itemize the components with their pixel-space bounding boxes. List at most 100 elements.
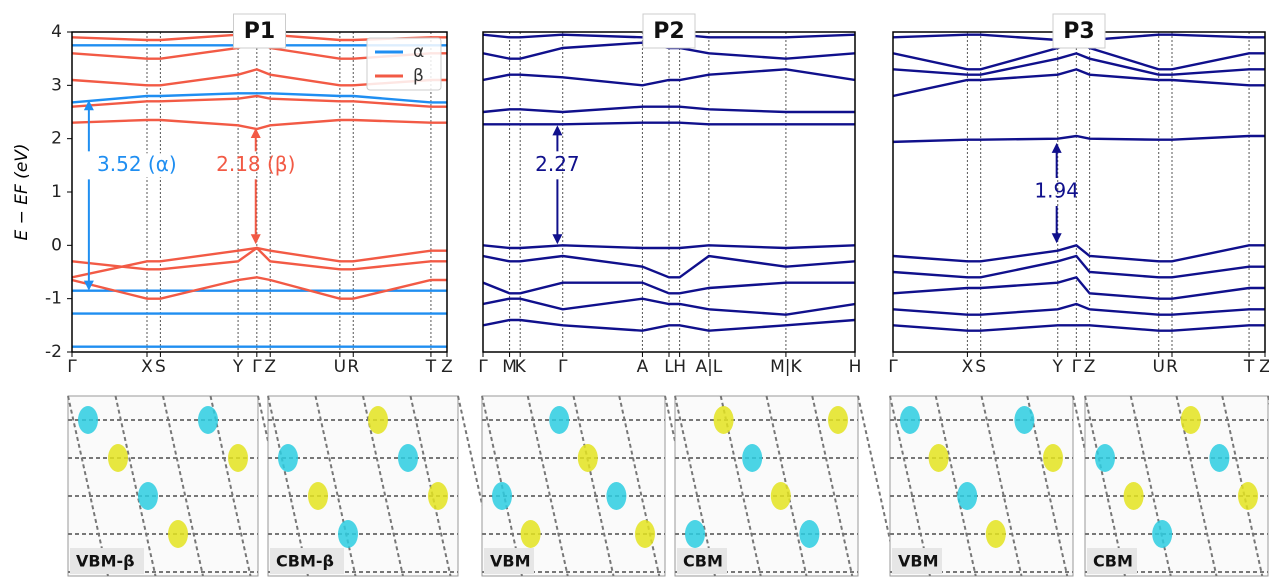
y-tick-label: 4 <box>51 22 62 42</box>
orbital-lobe <box>398 444 418 472</box>
arrow-head <box>552 234 563 245</box>
bond <box>267 395 309 577</box>
x-tick-label: S <box>975 357 986 377</box>
orbital-lobe <box>1014 406 1035 434</box>
orbital-lobe <box>1123 482 1144 510</box>
legend-box <box>366 37 442 91</box>
orbital-label: CBM <box>683 552 723 571</box>
x-tick-label: Γ <box>478 357 488 377</box>
bond <box>209 395 252 577</box>
bond <box>889 395 931 577</box>
orbital-image: CBM-β <box>267 395 499 577</box>
label-box <box>484 548 534 574</box>
bond <box>114 395 157 577</box>
orbital-lobe <box>635 520 655 548</box>
orbital-lobe <box>577 444 598 472</box>
band-line <box>72 246 447 279</box>
bond <box>409 395 452 577</box>
bond <box>618 395 661 577</box>
band-line <box>483 281 855 295</box>
x-tick-label: Z <box>1084 357 1096 377</box>
band-line <box>893 324 1265 332</box>
band-line <box>72 118 447 131</box>
band-line <box>893 275 1265 300</box>
x-tick-label: A <box>637 357 649 377</box>
image-frame <box>889 395 1074 577</box>
arrow-head <box>552 125 563 136</box>
image-frame <box>674 395 859 577</box>
orbital-lobe <box>78 406 98 434</box>
label-box <box>270 548 344 574</box>
bond <box>857 395 899 577</box>
orbital-lobe <box>428 482 448 510</box>
band-line <box>72 276 447 300</box>
orbital-lobe <box>1209 444 1230 472</box>
x-tick-label: M <box>502 357 517 377</box>
band-line <box>483 105 855 114</box>
band-line <box>483 244 855 250</box>
x-tick-label: Y <box>232 357 244 377</box>
band-line <box>893 254 1265 279</box>
orbital-lobe <box>713 406 734 434</box>
x-tick-label: S <box>155 357 166 377</box>
bond <box>674 395 716 577</box>
x-tick-label: Γ <box>67 357 77 377</box>
legend-label: α <box>413 42 424 62</box>
orbital-lobe <box>108 444 128 472</box>
band-line <box>483 121 855 126</box>
panel-title: P1 <box>244 19 275 44</box>
orbital-label: CBM-β <box>276 552 334 571</box>
x-tick-label: Z <box>264 357 276 377</box>
title-box <box>1052 13 1106 49</box>
panel-title: P2 <box>653 19 684 44</box>
orbital-lobe <box>928 444 949 472</box>
orbital-lobe <box>308 482 328 510</box>
arrow-head <box>250 234 261 245</box>
band-line <box>483 297 855 316</box>
bond <box>934 395 977 577</box>
arrow-head <box>83 280 94 291</box>
orbital-lobe <box>1152 520 1173 548</box>
orbital-lobe <box>198 406 218 434</box>
y-tick-label: 0 <box>51 235 62 255</box>
arrow-head <box>83 100 94 111</box>
x-tick-label: Y <box>1052 357 1064 377</box>
x-tick-label: Γ <box>1072 357 1082 377</box>
bond <box>162 395 204 577</box>
orbital-lobe <box>138 482 158 510</box>
x-tick-label: U <box>334 357 346 377</box>
orbital-lobe <box>338 520 358 548</box>
x-tick-label: M|K <box>770 357 802 377</box>
gap-label: 3.52 (α) <box>97 152 177 176</box>
band-line <box>893 68 1265 98</box>
band-line <box>483 254 855 279</box>
x-tick-label: Γ <box>558 357 568 377</box>
gap-label: 1.94 <box>1034 179 1079 203</box>
label-box <box>70 548 144 574</box>
orbital-lobe <box>520 520 541 548</box>
orbital-lobe <box>549 406 570 434</box>
orbital-lobe <box>228 444 248 472</box>
y-tick-label: 1 <box>51 182 62 202</box>
label-bg <box>85 153 186 178</box>
bands <box>893 33 1265 332</box>
gap-label: 2.27 <box>535 152 580 176</box>
arrow-head <box>1051 233 1062 244</box>
orbital-lobe <box>957 482 978 510</box>
bond <box>572 395 615 577</box>
orbital-lobe <box>799 520 820 548</box>
image-frame <box>1084 395 1269 577</box>
x-tick-label: T <box>1243 357 1255 377</box>
band-line <box>893 244 1265 263</box>
orbital-lobe <box>828 406 848 434</box>
orbital-lobe <box>1238 482 1258 510</box>
y-axis-label: E − EF (eV) <box>12 143 32 240</box>
bond <box>1084 395 1126 577</box>
bond <box>980 395 1023 577</box>
bond <box>526 395 569 577</box>
orbital-label: CBM <box>1093 552 1133 571</box>
x-tick-label: H <box>673 357 686 377</box>
orbital-image: VBM <box>481 395 706 577</box>
band-line <box>893 134 1265 144</box>
orbital-image: CBM <box>1084 395 1269 577</box>
